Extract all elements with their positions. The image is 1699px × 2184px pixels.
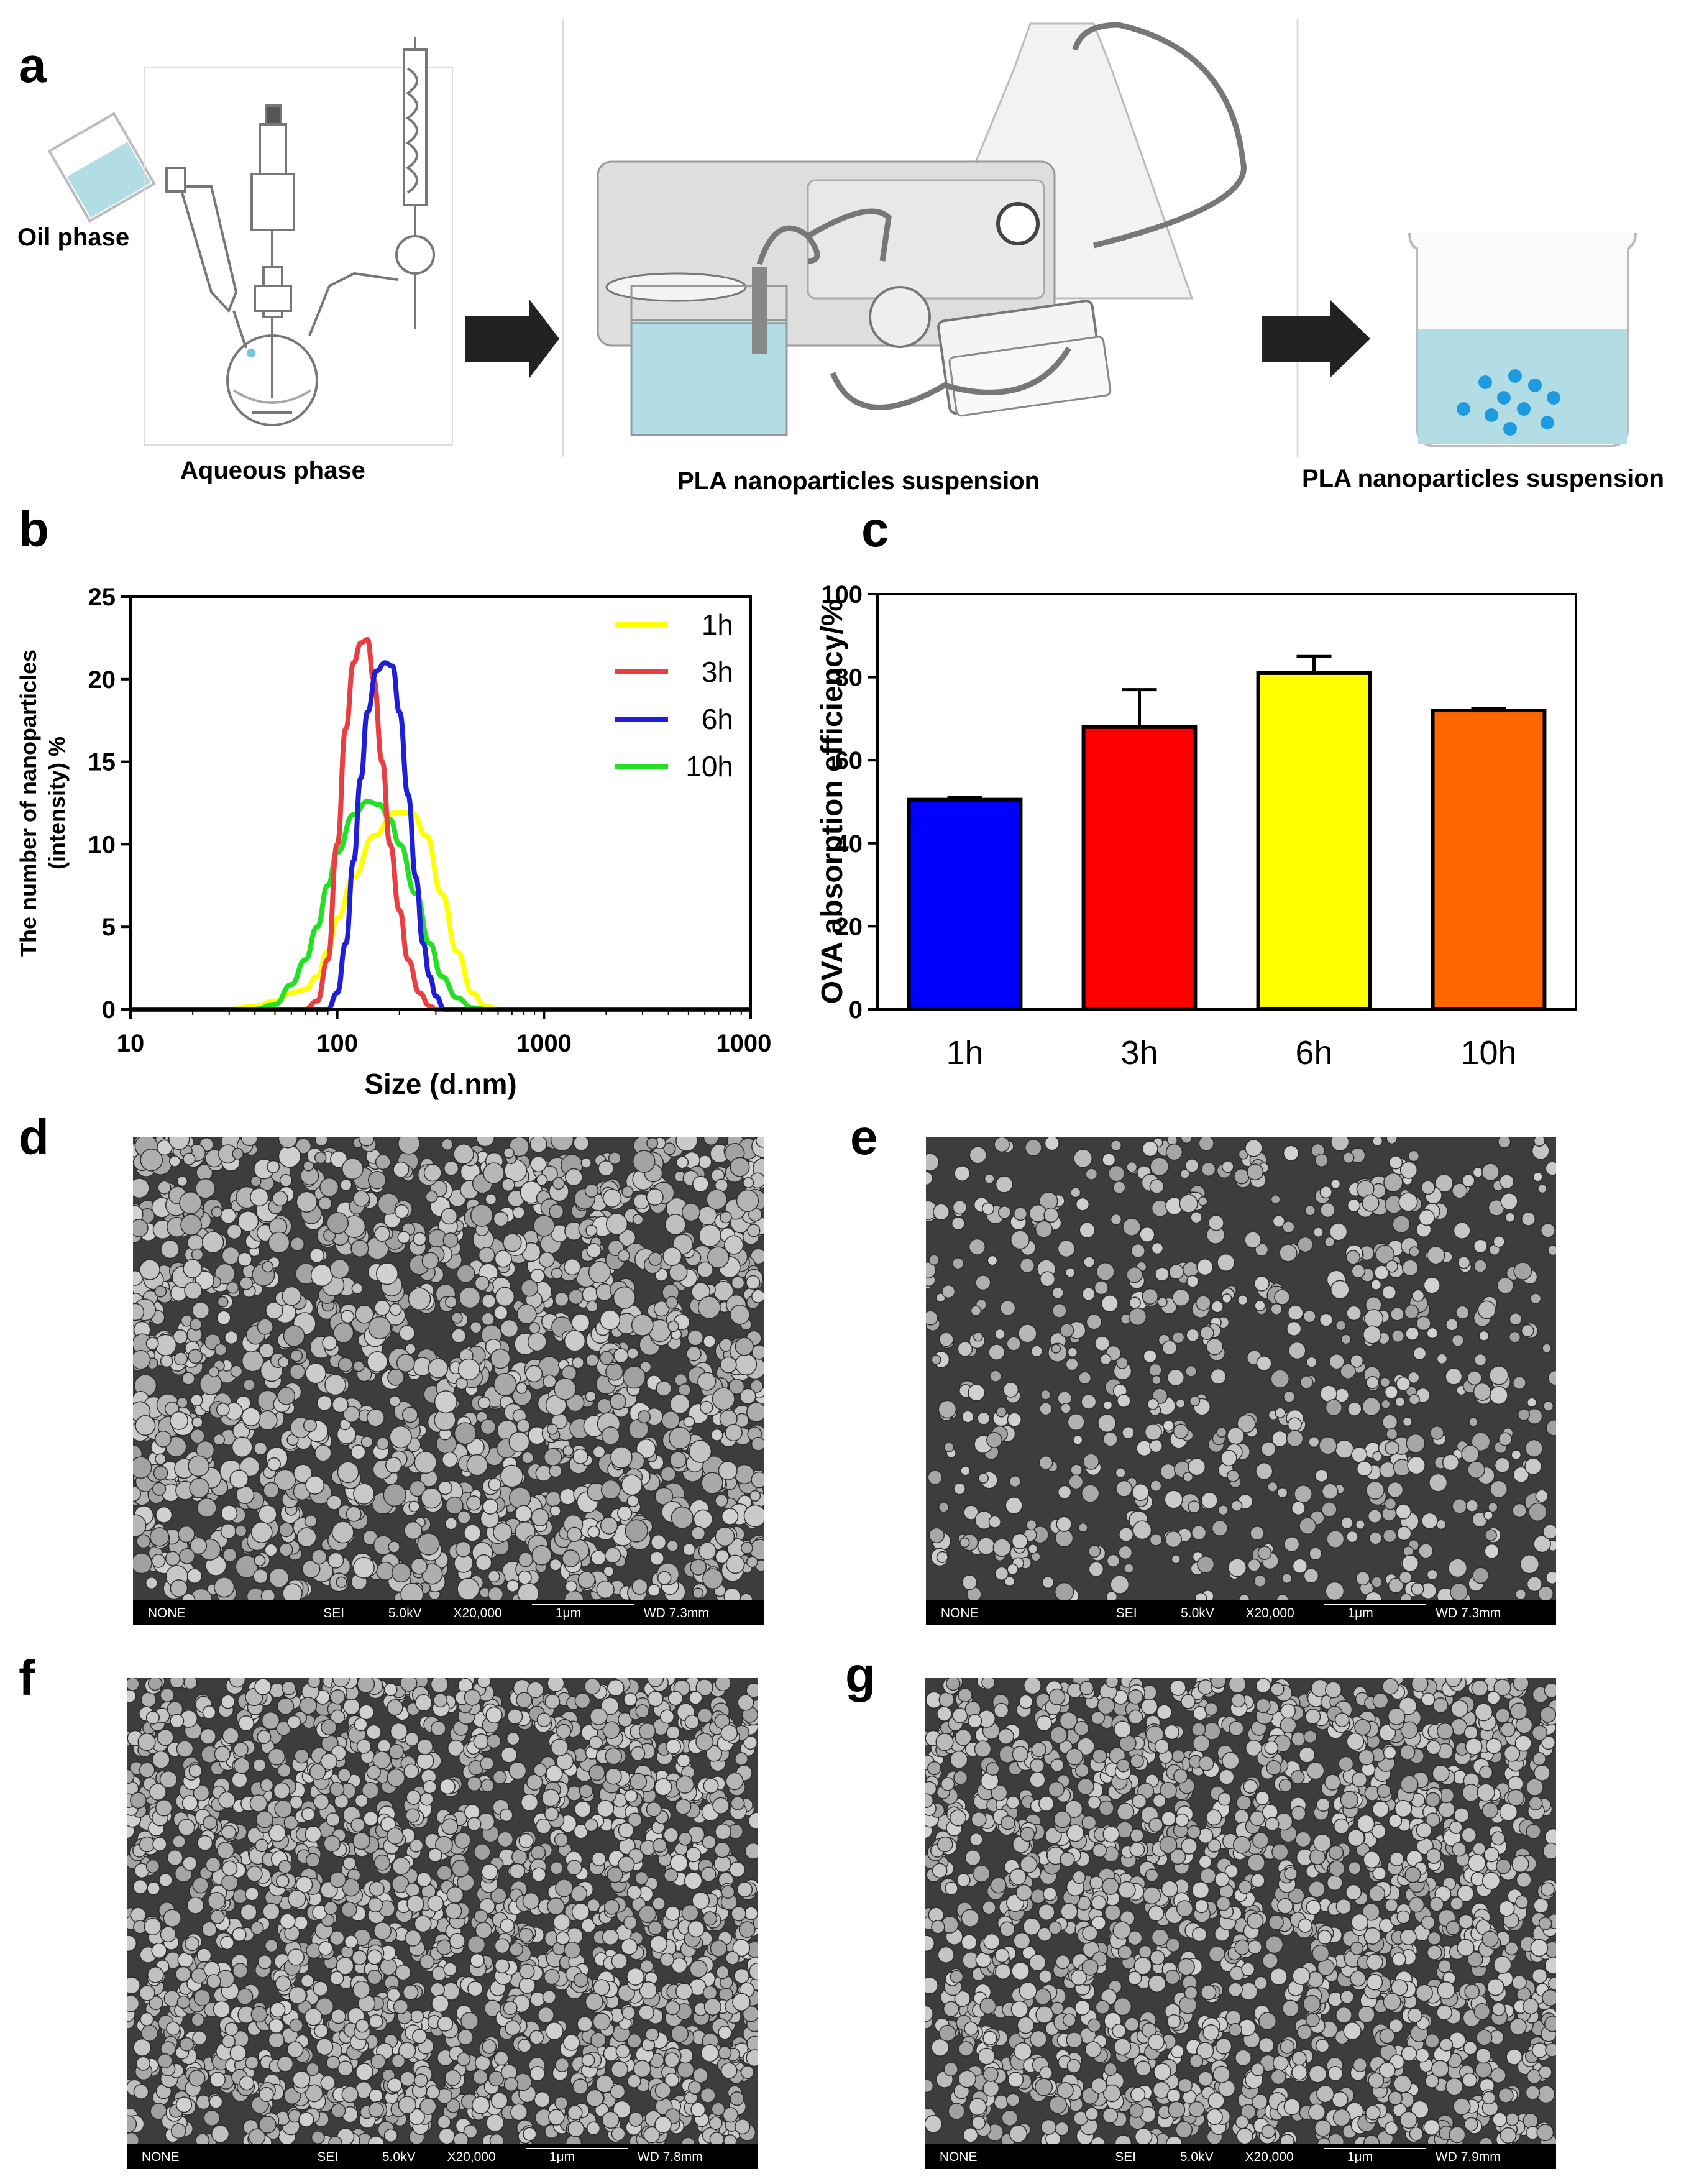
panel-a-illustration [47,19,1637,457]
y-tick-label: 15 [88,749,116,776]
y-axis-label-line1: The number of nanoparticles [16,649,41,957]
sem-info-bar: NONE SEI 5.0kV X20,000 1μm WD 7.3mm [926,1600,1556,1625]
sem-info-label: 1μm [1347,2150,1373,2164]
sem-info-label: SEI [323,1606,345,1620]
bar-6h [1256,671,1372,1012]
aqueous-phase-label: Aqueous phase [180,457,365,484]
sem-info-bar: NONE SEI 5.0kV X20,000 1μm WD 7.8mm [127,2144,758,2169]
y-tick-label: 0 [849,996,863,1024]
oil-phase-label: Oil phase [17,224,130,251]
sem-info-label: X20,000 [1245,2150,1294,2164]
panel-label-d: d [19,1109,49,1165]
x-tick-label: 1h [946,1034,983,1071]
arrow-2-icon [1262,300,1370,378]
series-line-6h [131,660,751,1012]
nanoparticle-beaker-icon [1408,232,1637,447]
sem-image-d: NONE SEI 5.0kV X20,000 1μm WD 7.3mm [133,1137,764,1625]
sem-info-label: SEI [317,2150,339,2164]
x-tick-label: 10h [1460,1034,1516,1071]
sem-info-label: 1μm [549,2150,575,2164]
arrow-1-icon [465,300,559,378]
x-axis-label: Size (d.nm) [364,1068,516,1100]
scale-bar [1324,1604,1427,1605]
y-tick-label: 40 [835,830,863,858]
ova-absorption-chart: 0 20 40 60 80 100 1h 3h 6h 10h OVA absorption ef… [816,581,1577,1071]
sem-info-label: SEI [1115,2150,1137,2164]
sem-image-g: NONE SEI 5.0kV X20,000 1μm WD 7.9mm [925,1678,1556,2169]
micrograph-texture [127,1678,758,2144]
micrograph-texture [133,1137,764,1600]
sem-info-label: SEI [1115,1606,1137,1620]
bar-1h [907,797,1023,1011]
series-line-10h [131,799,751,1012]
y-tick-label: 20 [88,666,116,694]
sem-info-bar: NONE SEI 5.0kV X20,000 1μm WD 7.3mm [133,1600,764,1625]
sem-info-label: 5.0kV [388,1606,422,1620]
x-tick-label: 6h [1295,1034,1332,1071]
x-tick-label: 3h [1120,1034,1158,1071]
plot-axes [876,593,1577,1011]
micrograph-texture [926,1137,1556,1600]
y-tick-label: 25 [88,584,116,611]
y-axis-label: OVA absorption efficiency/% [816,600,849,1004]
sem-info-bar: NONE SEI 5.0kV X20,000 1μm WD 7.9mm [925,2144,1556,2169]
suspension-label-middle: PLA nanoparticles suspension [677,467,1040,495]
panel-label-g: g [845,1647,876,1702]
y-tick-label: 0 [102,996,116,1024]
sem-info-label: 5.0kV [1181,1606,1214,1620]
bar-3h [1081,725,1198,1011]
series-line-1h [131,810,751,1012]
sem-info-label: X20,000 [453,1606,502,1620]
y-tick-label: 100 [821,581,863,608]
reservoir-beaker-icon [605,267,788,436]
sem-info-label: X20,000 [1245,1606,1294,1620]
plot-frame [129,595,752,1011]
scale-bar [1324,2148,1426,2149]
y-tick-label: 80 [835,664,863,692]
sem-info-label: NONE [939,2150,978,2164]
legend-label: 3h [702,656,733,688]
sem-info-label: 5.0kV [1179,2150,1214,2164]
tubing-icon [756,22,1247,411]
sem-image-f: NONE SEI 5.0kV X20,000 1μm WD 7.8mm [127,1678,758,2169]
bar-10h [1431,709,1547,1011]
sem-info-label: 5.0kV [382,2150,416,2164]
sem-info-label: WD 7.8mm [637,2150,703,2164]
panel-label-c: c [861,502,889,557]
series-line-3h [131,637,751,1012]
y-tick-label: 5 [102,914,116,941]
reaction-apparatus-icon [144,37,453,446]
x-tick-label: 10 [117,1030,145,1057]
sem-info-label: NONE [147,1606,186,1620]
y-axis-label-line2: (intensity) % [44,736,70,869]
sem-info-label: X20,000 [447,2150,496,2164]
suspension-label-right: PLA nanoparticles suspension [1302,465,1665,492]
oil-beaker-icon [47,112,157,223]
sem-info-label: 1μm [1347,1606,1373,1620]
sem-info-label: WD 7.9mm [1435,2150,1501,2164]
y-tick-label: 60 [835,747,863,774]
y-tick-label: 20 [835,913,863,940]
panel-label-a: a [19,37,47,93]
scale-bar [526,2148,628,2149]
sem-image-e: NONE SEI 5.0kV X20,000 1μm WD 7.3mm [926,1137,1556,1625]
legend-label: 1h [702,608,733,641]
sem-info-label: WD 7.3mm [1436,1606,1501,1620]
x-tick-label: 1000 [516,1030,572,1057]
legend-label: 6h [702,703,733,735]
panel-label-f: f [19,1650,35,1705]
legend-label: 10h [685,750,733,782]
panel-label-b: b [19,502,49,557]
scale-bar [532,1604,634,1605]
y-tick-label: 10 [88,831,116,858]
panel-label-e: e [850,1109,878,1165]
sem-info-label: WD 7.3mm [643,1606,709,1620]
micrograph-texture [925,1678,1556,2144]
sem-info-label: NONE [141,2150,180,2164]
sem-info-label: 1μm [555,1606,582,1620]
sem-info-label: NONE [940,1606,979,1620]
x-tick-label: 100 [316,1030,358,1057]
